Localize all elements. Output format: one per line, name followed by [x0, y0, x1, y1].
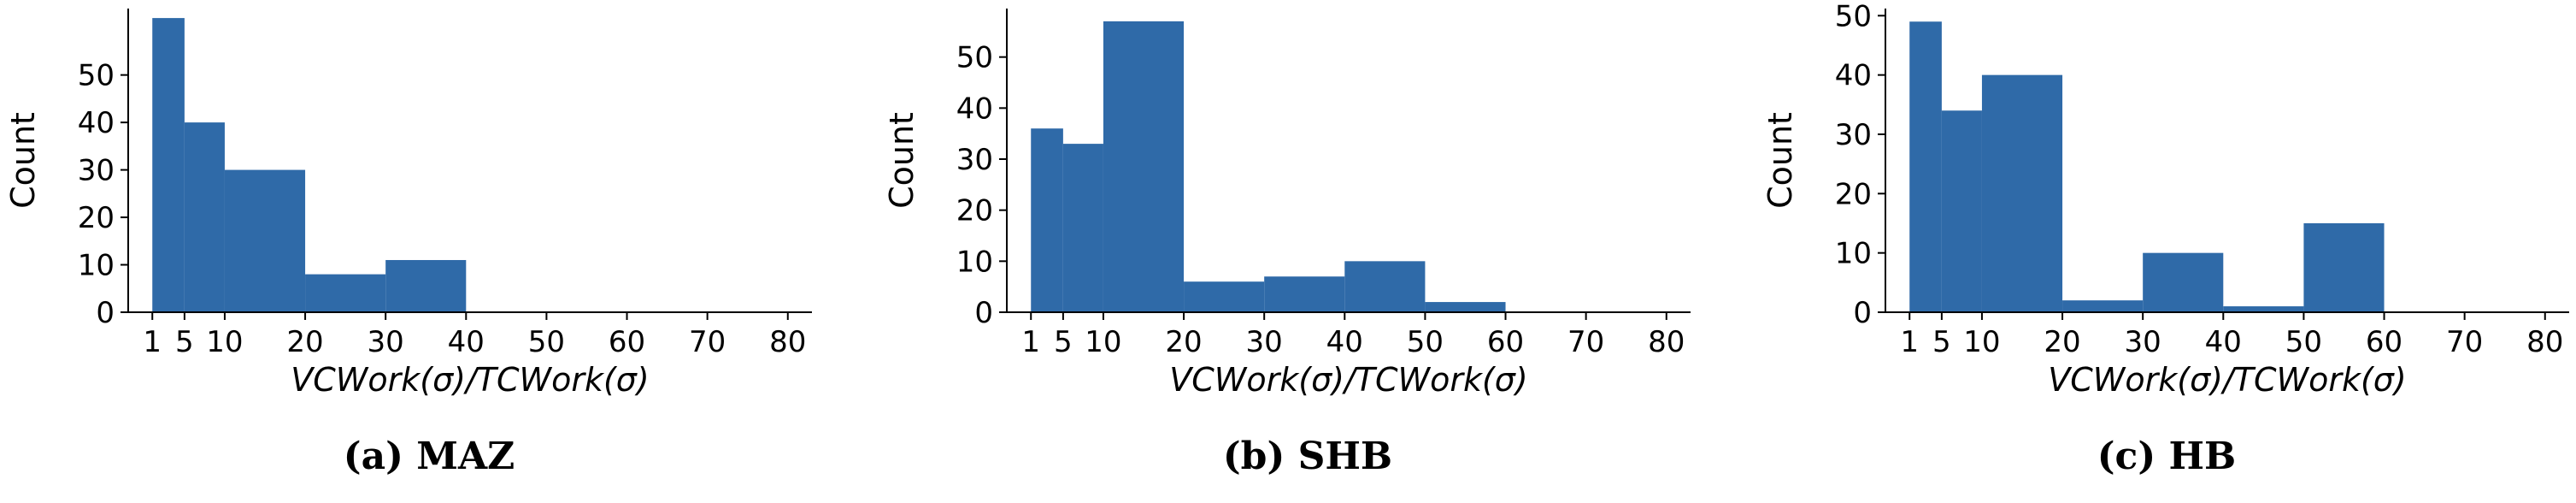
histogram-bar	[224, 169, 306, 312]
y-tick-label: 30	[78, 154, 115, 188]
histogram-bar	[184, 122, 225, 312]
x-tick-label: 10	[1085, 325, 1121, 359]
x-tick-label: 1	[1900, 325, 1919, 359]
x-tick-label: 70	[2446, 325, 2483, 359]
y-tick-label: 30	[956, 143, 993, 177]
x-tick-label: 20	[1165, 325, 1202, 359]
y-axis-title: Count	[1761, 112, 1799, 209]
histogram-bar	[305, 274, 386, 312]
x-tick-label: 5	[175, 325, 194, 359]
y-tick-label: 40	[1835, 59, 1872, 93]
caption-hb: (c) HB	[2097, 435, 2237, 478]
x-tick-label: 80	[1648, 325, 1685, 359]
y-tick-label: 20	[1835, 177, 1872, 211]
histogram-bar	[1425, 302, 1506, 312]
y-axis-title: Count	[4, 112, 42, 209]
y-tick-label: 20	[78, 201, 115, 235]
chart-shb: 0 10 20 30 40 50 1 5 10 20 30 40 50 60 70 80 VCWork(σ)/T…	[883, 9, 1691, 399]
x-tick-label: 60	[2366, 325, 2403, 359]
x-tick-label: 10	[1963, 325, 2000, 359]
histogram-bar	[1031, 128, 1063, 312]
histogram-bar	[1103, 21, 1185, 313]
y-tick-label: 10	[956, 245, 993, 279]
histogram-bar	[1981, 74, 2063, 312]
y-tick-label: 50	[78, 59, 115, 93]
y-axis-title: Count	[883, 112, 920, 209]
x-tick-label: 5	[1054, 325, 1073, 359]
y-tick-label: 40	[956, 92, 993, 126]
x-tick-label: 10	[206, 325, 243, 359]
histogram-bar	[385, 259, 467, 312]
y-tick-label: 10	[78, 249, 115, 283]
x-tick-label: 80	[2526, 325, 2563, 359]
y-tick-label: 0	[974, 296, 993, 330]
panel-hb: 0 10 20 30 40 50 1 5 10 20 30 40 50 60 70 80 VCWork(σ)/T…	[1757, 0, 2576, 503]
y-tick-label: 0	[96, 296, 115, 330]
x-tick-label: 40	[448, 325, 485, 359]
x-tick-label: 60	[1487, 325, 1524, 359]
x-tick-label: 80	[769, 325, 806, 359]
histogram-bar	[1909, 21, 1942, 312]
histogram-bar	[1184, 281, 1265, 312]
chart-hb: 0 10 20 30 40 50 1 5 10 20 30 40 50 60 70 80 VCWork(σ)/T…	[1761, 0, 2569, 399]
x-tick-label: 70	[1567, 325, 1604, 359]
x-tick-label: 50	[1407, 325, 1444, 359]
x-axis-title: VCWork(σ)/TCWork(σ)	[291, 361, 649, 399]
caption-shb: (b) SHB	[1222, 435, 1393, 478]
y-tick-label: 0	[1853, 296, 1872, 330]
x-tick-label: 30	[368, 325, 404, 359]
caption-maz: (a) MAZ	[343, 435, 515, 478]
x-tick-label: 20	[286, 325, 323, 359]
histogram-bar	[2303, 222, 2385, 312]
x-tick-label: 1	[143, 325, 162, 359]
x-tick-label: 60	[609, 325, 645, 359]
x-axis-title: VCWork(σ)/TCWork(σ)	[2048, 361, 2406, 399]
x-tick-label: 30	[1246, 325, 1283, 359]
histogram-bar	[1344, 261, 1426, 312]
y-tick-label: 10	[1835, 237, 1872, 271]
x-tick-label: 40	[1326, 325, 1363, 359]
y-tick-label: 30	[1835, 118, 1872, 152]
x-tick-label: 70	[689, 325, 726, 359]
histogram-bar	[2223, 306, 2304, 312]
y-tick-label: 50	[1835, 0, 1872, 33]
histogram-bar	[1264, 276, 1345, 312]
x-tick-label: 20	[2044, 325, 2080, 359]
histogram-bar	[1941, 110, 1982, 312]
x-tick-label: 50	[2285, 325, 2322, 359]
panel-maz: 0 10 20 30 40 50 1 5 10 20 30 40 50 60 70 80 VCWork(σ)/T…	[0, 0, 858, 503]
y-tick-label: 20	[956, 194, 993, 228]
x-tick-label: 40	[2205, 325, 2242, 359]
y-tick-label: 40	[78, 106, 115, 140]
histogram-bar	[1062, 144, 1103, 312]
y-tick-label: 50	[956, 41, 993, 75]
histogram-bar	[2143, 252, 2224, 312]
x-tick-label: 50	[528, 325, 565, 359]
histogram-bar	[152, 18, 185, 312]
x-axis-title: VCWork(σ)/TCWork(σ)	[1169, 361, 1527, 399]
x-tick-label: 1	[1021, 325, 1040, 359]
chart-maz: 0 10 20 30 40 50 1 5 10 20 30 40 50 60 70 80 VCWork(σ)/T…	[4, 9, 812, 399]
x-tick-label: 30	[2125, 325, 2161, 359]
panel-shb: 0 10 20 30 40 50 1 5 10 20 30 40 50 60 70 80 VCWork(σ)/T…	[879, 0, 1737, 503]
x-tick-label: 5	[1932, 325, 1951, 359]
histogram-bar	[2062, 300, 2144, 312]
